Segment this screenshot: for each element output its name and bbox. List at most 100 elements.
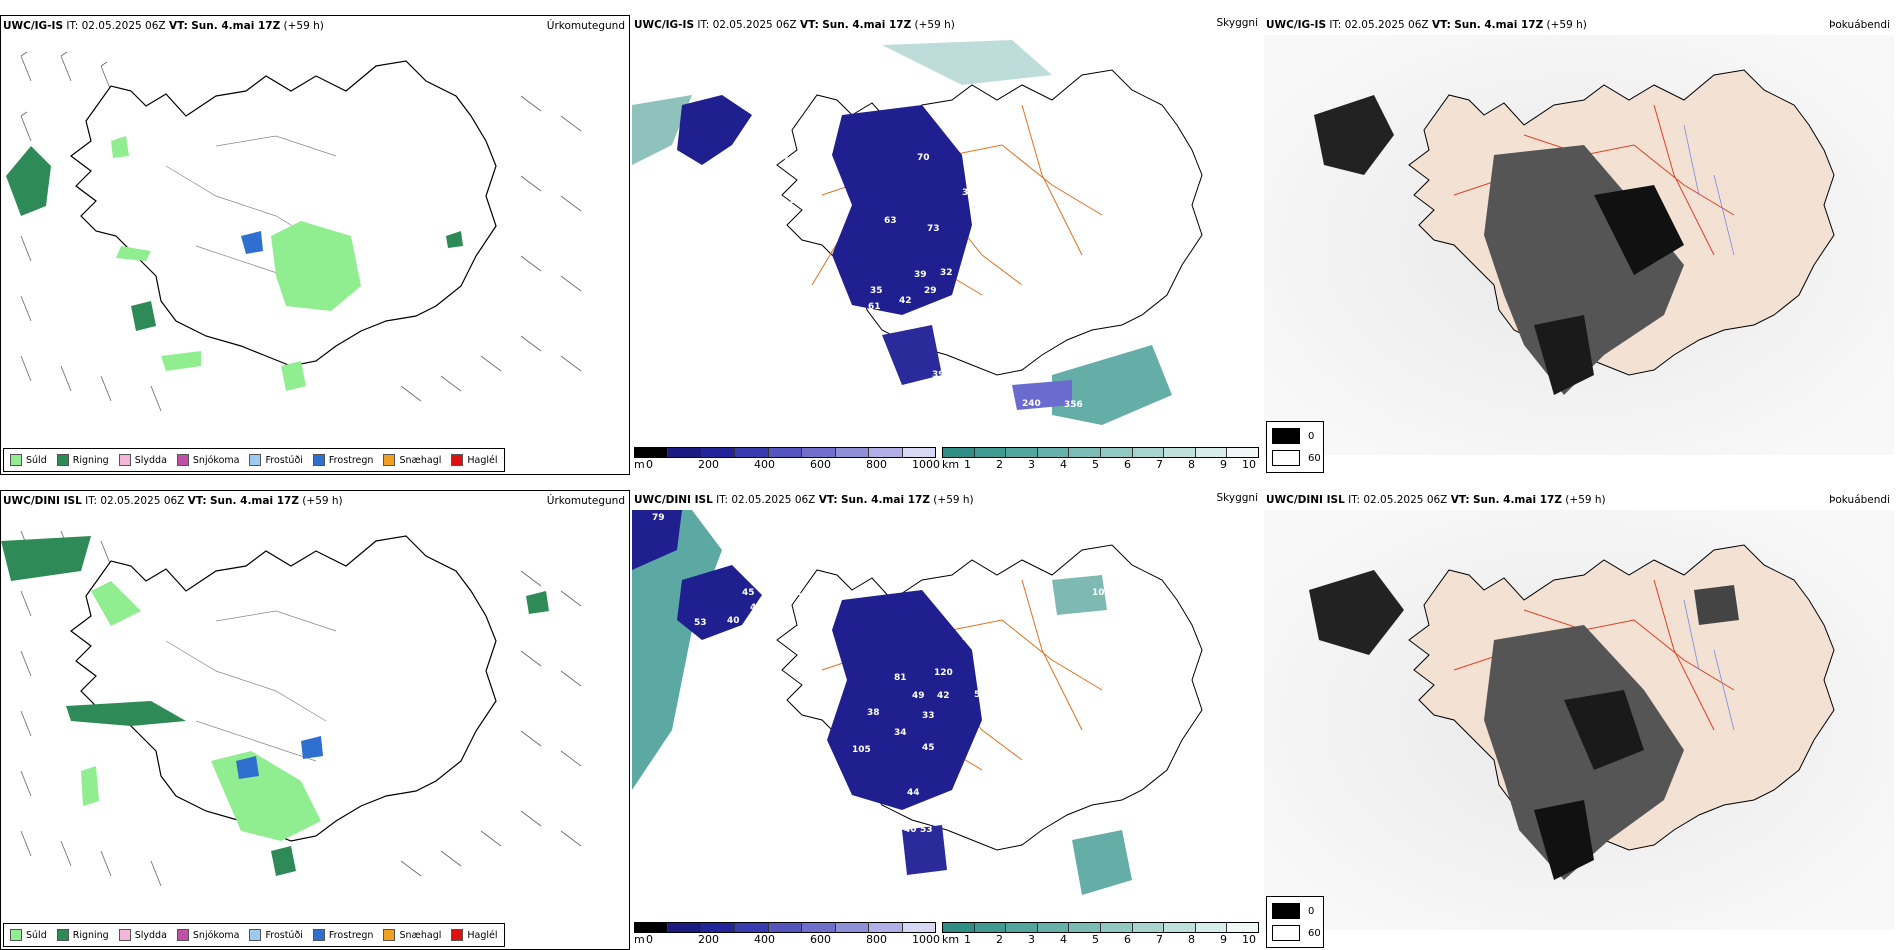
panel-title: Úrkomutegund bbox=[546, 495, 625, 507]
svg-text:45: 45 bbox=[907, 388, 920, 398]
visibility-colorbar: km 1 2 3 4 5 6 7 8 9 10 bbox=[942, 447, 1260, 473]
svg-text:44: 44 bbox=[994, 306, 1007, 316]
svg-text:75: 75 bbox=[797, 603, 810, 613]
svg-text:80: 80 bbox=[990, 186, 1003, 196]
svg-text:68: 68 bbox=[808, 765, 821, 775]
svg-text:39: 39 bbox=[934, 408, 947, 418]
legend-item: Haglél bbox=[451, 454, 498, 466]
legend-item: Frostregn bbox=[312, 929, 373, 941]
svg-text:38: 38 bbox=[867, 708, 880, 718]
svg-text:42: 42 bbox=[899, 296, 912, 306]
svg-text:33: 33 bbox=[724, 678, 737, 688]
svg-text:40: 40 bbox=[727, 616, 740, 626]
svg-text:42: 42 bbox=[936, 333, 949, 343]
svg-text:33: 33 bbox=[700, 258, 713, 268]
fog-legend: 0 60 bbox=[1266, 896, 1324, 948]
precip-type-legend: Súld Rigning Slydda Snjókoma Frostúði Fr… bbox=[3, 923, 505, 947]
svg-text:79: 79 bbox=[652, 513, 665, 523]
svg-text:47: 47 bbox=[984, 228, 997, 238]
svg-text:48: 48 bbox=[727, 250, 740, 260]
svg-text:38: 38 bbox=[744, 128, 757, 138]
svg-text:206: 206 bbox=[992, 423, 1011, 433]
legend-item: Súld bbox=[10, 929, 47, 941]
panel-title: Skyggni bbox=[1216, 492, 1259, 504]
svg-text:60: 60 bbox=[1012, 708, 1025, 718]
svg-text:75: 75 bbox=[798, 153, 811, 163]
panel-header: UWC/IG-IS IT: 02.05.2025 06Z VT: Sun. 4.… bbox=[634, 19, 955, 31]
svg-text:18: 18 bbox=[794, 128, 807, 138]
svg-text:26: 26 bbox=[702, 685, 715, 695]
svg-text:240: 240 bbox=[1022, 399, 1041, 409]
svg-text:45: 45 bbox=[742, 588, 755, 598]
visibility-colorbar: km 1 2 3 4 5 6 7 8 9 10 bbox=[942, 922, 1260, 948]
svg-text:32: 32 bbox=[940, 268, 953, 278]
svg-text:46: 46 bbox=[717, 164, 730, 174]
svg-text:82: 82 bbox=[1042, 213, 1055, 223]
svg-text:37: 37 bbox=[962, 633, 975, 643]
fog-panel-bottom: UWC/DINI ISL IT: 02.05.2025 06Z VT: Sun.… bbox=[1264, 490, 1894, 950]
svg-text:58: 58 bbox=[974, 690, 987, 700]
svg-text:33: 33 bbox=[922, 711, 935, 721]
precip-map bbox=[6, 51, 582, 412]
svg-text:49: 49 bbox=[912, 691, 925, 701]
panel-title: Þokuábendi bbox=[1829, 19, 1890, 31]
svg-text:36: 36 bbox=[782, 240, 795, 250]
svg-text:61: 61 bbox=[868, 302, 881, 312]
legend-item: Slydda bbox=[118, 454, 167, 466]
svg-text:130: 130 bbox=[947, 440, 966, 450]
svg-text:77: 77 bbox=[1114, 588, 1127, 598]
fog-map bbox=[1264, 35, 1894, 455]
svg-text:67: 67 bbox=[804, 364, 817, 374]
svg-text:81: 81 bbox=[790, 588, 803, 598]
legend-item: Súld bbox=[10, 454, 47, 466]
svg-text:42: 42 bbox=[937, 691, 950, 701]
legend-item: Frostúði bbox=[249, 454, 303, 466]
precip-type-panel-bottom: UWC/DINI ISL IT: 02.05.2025 06Z VT: Sun.… bbox=[0, 490, 630, 950]
panel-header: UWC/IG-IS IT: 02.05.2025 06Z VT: Sun. 4.… bbox=[1266, 19, 1587, 31]
svg-text:36: 36 bbox=[994, 273, 1007, 283]
panel-title: Þokuábendi bbox=[1829, 494, 1890, 506]
svg-text:44: 44 bbox=[907, 788, 920, 798]
precip-type-legend: Súld Rigning Slydda Snjókoma Frostúði Fr… bbox=[3, 448, 505, 472]
svg-text:40: 40 bbox=[904, 825, 917, 835]
precip-map bbox=[1, 530, 582, 887]
svg-text:70: 70 bbox=[917, 153, 930, 163]
legend-item: Snæhagl bbox=[383, 929, 441, 941]
precip-type-panel-top: UWC/IG-IS IT: 02.05.2025 06Z VT: Sun. 4.… bbox=[0, 15, 630, 475]
svg-text:43: 43 bbox=[904, 404, 917, 414]
svg-text:356: 356 bbox=[1064, 400, 1083, 410]
svg-text:46: 46 bbox=[1014, 283, 1027, 293]
svg-text:53: 53 bbox=[920, 825, 933, 835]
svg-text:45: 45 bbox=[784, 563, 797, 573]
svg-text:73: 73 bbox=[927, 224, 940, 234]
panel-title: Skyggni bbox=[1216, 17, 1259, 29]
legend-item: Frostúði bbox=[249, 929, 303, 941]
svg-text:62: 62 bbox=[992, 748, 1005, 758]
panel-title: Úrkomutegund bbox=[546, 20, 625, 32]
panel-header: UWC/DINI ISL IT: 02.05.2025 06Z VT: Sun.… bbox=[1266, 494, 1606, 506]
cloud-base-labels: 79 45 81 45 43 42 75 53 40 56 37 83 102 … bbox=[652, 513, 1127, 835]
svg-text:120: 120 bbox=[934, 668, 953, 678]
cloud-base-labels: 38 46 47 18 75 70 86 63 73 39 80 47 82 3… bbox=[700, 128, 1083, 450]
svg-text:43: 43 bbox=[750, 603, 763, 613]
svg-text:39: 39 bbox=[914, 270, 927, 280]
visibility-map: 79 45 81 45 43 42 75 53 40 56 37 83 102 … bbox=[632, 510, 1203, 895]
svg-text:34: 34 bbox=[894, 728, 907, 738]
legend-item: Rigning bbox=[56, 929, 109, 941]
svg-text:49: 49 bbox=[972, 298, 985, 308]
fog-map bbox=[1264, 510, 1894, 930]
svg-text:86: 86 bbox=[790, 196, 803, 206]
visibility-panel-top: UWC/IG-IS IT: 02.05.2025 06Z VT: Sun. 4.… bbox=[632, 15, 1262, 475]
legend-item: Haglél bbox=[451, 929, 498, 941]
svg-text:52: 52 bbox=[934, 808, 947, 818]
visibility-panel-bottom: UWC/DINI ISL IT: 02.05.2025 06Z VT: Sun.… bbox=[632, 490, 1262, 950]
svg-text:42: 42 bbox=[777, 603, 790, 613]
svg-text:39: 39 bbox=[962, 188, 975, 198]
svg-text:51: 51 bbox=[968, 310, 981, 320]
legend-item: Frostregn bbox=[312, 454, 373, 466]
svg-text:29: 29 bbox=[924, 286, 937, 296]
svg-text:81: 81 bbox=[894, 673, 907, 683]
legend-item: Snjókoma bbox=[176, 454, 239, 466]
svg-text:42: 42 bbox=[907, 808, 920, 818]
svg-text:58: 58 bbox=[1004, 725, 1017, 735]
